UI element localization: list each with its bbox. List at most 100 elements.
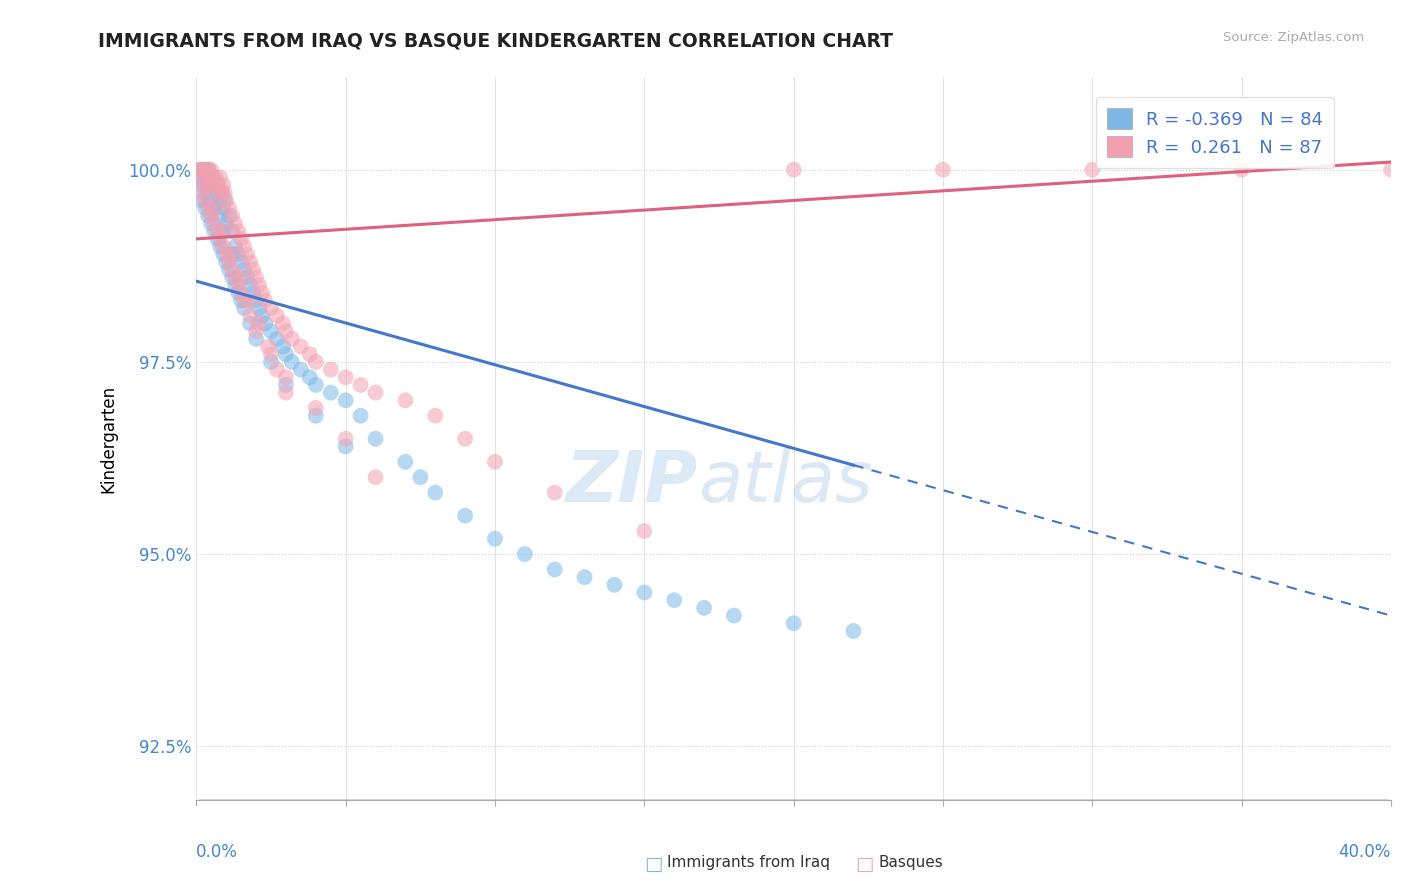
Point xyxy=(202,217,225,231)
Point xyxy=(290,362,312,376)
Point xyxy=(250,285,273,300)
Point xyxy=(245,332,267,346)
Point xyxy=(260,324,283,338)
Point xyxy=(224,270,246,285)
Point xyxy=(226,285,249,300)
Point xyxy=(335,432,357,446)
Point xyxy=(201,170,224,185)
Point xyxy=(212,247,235,261)
Point xyxy=(239,317,262,331)
Point xyxy=(202,201,225,215)
Point xyxy=(298,347,321,361)
Point xyxy=(1081,162,1104,177)
Point xyxy=(233,262,256,277)
Point xyxy=(305,409,328,423)
Point xyxy=(221,209,243,223)
Point xyxy=(224,278,246,293)
Text: Basques: Basques xyxy=(877,855,943,870)
Point xyxy=(215,217,238,231)
Point xyxy=(209,209,232,223)
Point xyxy=(364,432,387,446)
Point xyxy=(239,293,262,308)
Point xyxy=(212,239,235,253)
Point xyxy=(200,217,222,231)
Point xyxy=(193,162,215,177)
Text: 40.0%: 40.0% xyxy=(1339,843,1391,861)
Point xyxy=(281,355,304,369)
Text: 0.0%: 0.0% xyxy=(197,843,238,861)
Point xyxy=(281,332,304,346)
Point xyxy=(194,201,217,215)
Point xyxy=(188,162,211,177)
Point xyxy=(197,209,219,223)
Point xyxy=(215,247,238,261)
Point xyxy=(191,186,214,200)
Point xyxy=(209,232,232,246)
Point xyxy=(305,401,328,415)
Point xyxy=(364,470,387,484)
Point xyxy=(266,309,288,323)
Point xyxy=(198,170,221,185)
Point xyxy=(253,293,276,308)
Point xyxy=(394,393,416,408)
Point xyxy=(215,255,238,269)
Point xyxy=(208,178,231,192)
Point xyxy=(335,440,357,454)
Point xyxy=(782,162,804,177)
Point xyxy=(274,347,297,361)
Point xyxy=(782,616,804,631)
Point xyxy=(193,162,215,177)
Point xyxy=(208,194,231,208)
Point xyxy=(349,378,371,392)
Point xyxy=(290,339,312,353)
Point xyxy=(266,332,288,346)
Point xyxy=(247,278,270,293)
Point xyxy=(215,194,238,208)
Point xyxy=(202,201,225,215)
Point xyxy=(233,293,256,308)
Point xyxy=(202,201,225,215)
Point xyxy=(274,378,297,392)
Point xyxy=(260,355,283,369)
Point xyxy=(202,224,225,238)
Point xyxy=(209,170,232,185)
Point xyxy=(221,224,243,238)
Point xyxy=(274,324,297,338)
Point xyxy=(574,570,596,584)
Point xyxy=(214,186,236,200)
Point xyxy=(319,362,342,376)
Point xyxy=(250,309,273,323)
Point xyxy=(305,355,328,369)
Point xyxy=(211,186,233,200)
Point xyxy=(260,301,283,315)
Text: atlas: atlas xyxy=(699,448,873,516)
Point xyxy=(218,201,240,215)
Point xyxy=(723,608,745,623)
Point xyxy=(200,162,222,177)
Point xyxy=(195,178,218,192)
Point xyxy=(274,370,297,384)
Point xyxy=(239,309,262,323)
Text: Immigrants from Iraq: Immigrants from Iraq xyxy=(666,855,830,870)
Legend: R = -0.369   N = 84, R =  0.261   N = 87: R = -0.369 N = 84, R = 0.261 N = 87 xyxy=(1095,97,1334,168)
Point xyxy=(245,293,267,308)
Point xyxy=(198,194,221,208)
Point xyxy=(233,239,256,253)
Point xyxy=(207,224,229,238)
Point xyxy=(1379,162,1402,177)
Point xyxy=(224,239,246,253)
Point xyxy=(212,224,235,238)
Text: □: □ xyxy=(855,855,873,873)
Point xyxy=(335,370,357,384)
Point xyxy=(224,217,246,231)
Point xyxy=(335,393,357,408)
Point xyxy=(191,170,214,185)
Point xyxy=(484,532,506,546)
Point xyxy=(194,178,217,192)
Point xyxy=(194,162,217,177)
Point xyxy=(693,600,716,615)
Text: IMMIGRANTS FROM IRAQ VS BASQUE KINDERGARTEN CORRELATION CHART: IMMIGRANTS FROM IRAQ VS BASQUE KINDERGAR… xyxy=(98,31,893,50)
Point xyxy=(842,624,865,638)
Point xyxy=(212,178,235,192)
Point xyxy=(242,285,264,300)
